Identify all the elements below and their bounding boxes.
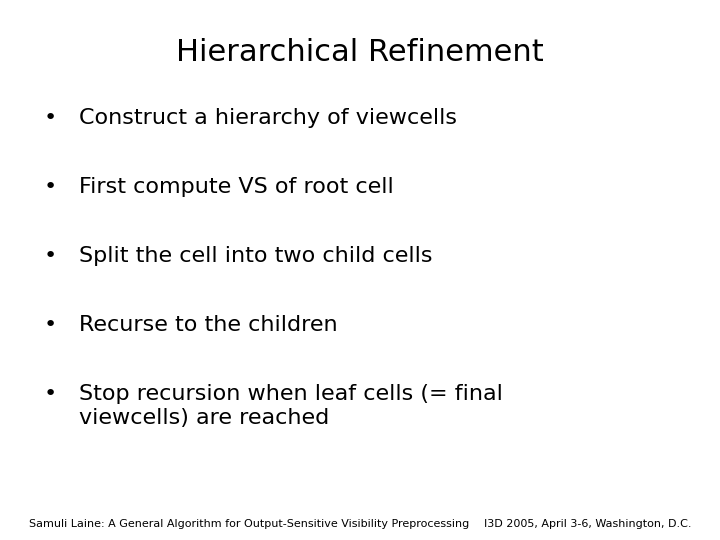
Text: •: • [44,246,57,266]
Text: Split the cell into two child cells: Split the cell into two child cells [79,246,433,266]
Text: Construct a hierarchy of viewcells: Construct a hierarchy of viewcells [79,108,457,128]
Text: Recurse to the children: Recurse to the children [79,315,338,335]
Text: Stop recursion when leaf cells (= final
viewcells) are reached: Stop recursion when leaf cells (= final … [79,384,503,428]
Text: •: • [44,384,57,404]
Text: Samuli Laine: A General Algorithm for Output-Sensitive Visibility Preprocessing: Samuli Laine: A General Algorithm for Ou… [29,519,469,529]
Text: •: • [44,177,57,197]
Text: Hierarchical Refinement: Hierarchical Refinement [176,38,544,67]
Text: First compute VS of root cell: First compute VS of root cell [79,177,394,197]
Text: •: • [44,108,57,128]
Text: I3D 2005, April 3-6, Washington, D.C.: I3D 2005, April 3-6, Washington, D.C. [484,519,691,529]
Text: •: • [44,315,57,335]
